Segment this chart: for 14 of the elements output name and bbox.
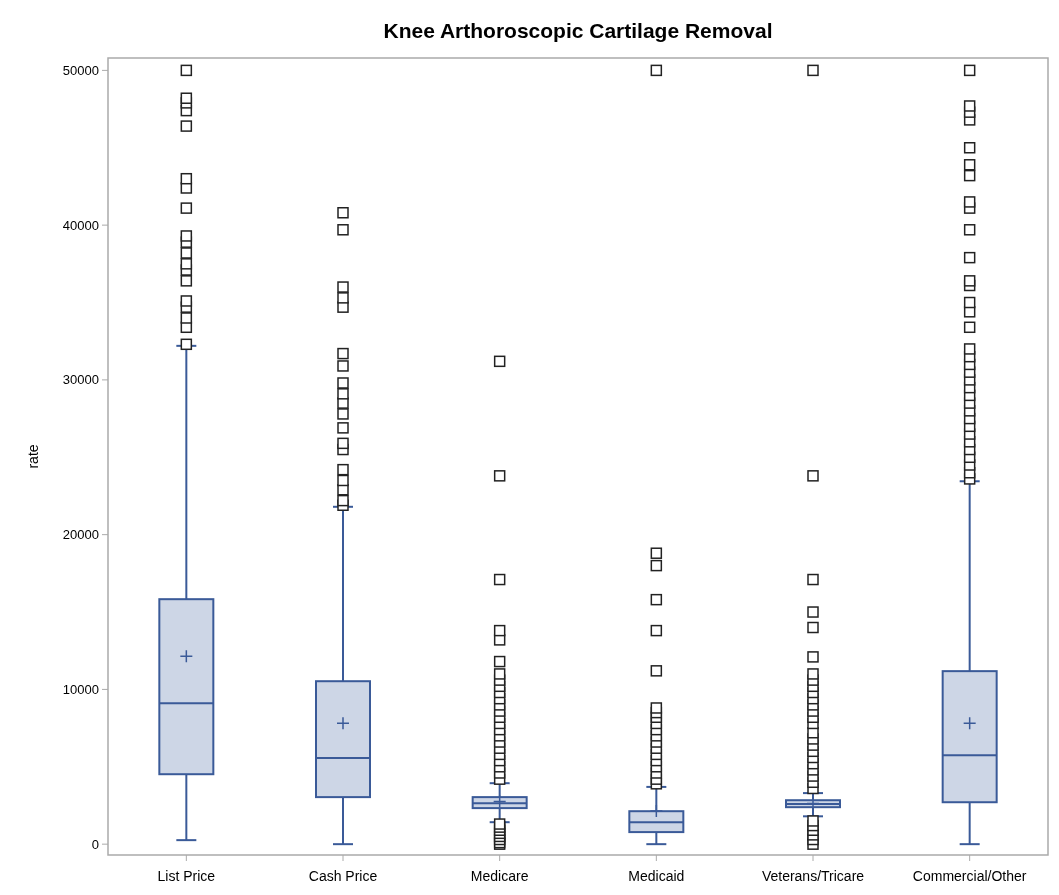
x-tick-label: List Price — [157, 868, 216, 884]
x-tick-label: Commercial/Other — [912, 868, 1027, 884]
chart-title: Knee Arthoroscopic Cartilage Removal — [383, 19, 773, 42]
y-tick-label: 20000 — [62, 527, 99, 543]
y-tick-label: 0 — [91, 836, 99, 852]
x-tick-label: Veterans/Tricare — [761, 868, 865, 884]
y-axis-title: rate — [25, 444, 41, 469]
x-tick-label: Medicare — [470, 868, 529, 884]
y-tick-label: 30000 — [62, 372, 99, 388]
y-tick-label: 50000 — [62, 62, 99, 78]
y-tick-label: 10000 — [62, 681, 99, 697]
x-tick-label: Medicaid — [628, 868, 685, 884]
y-tick-label: 40000 — [62, 217, 99, 233]
x-tick-label: Cash Price — [308, 868, 378, 884]
